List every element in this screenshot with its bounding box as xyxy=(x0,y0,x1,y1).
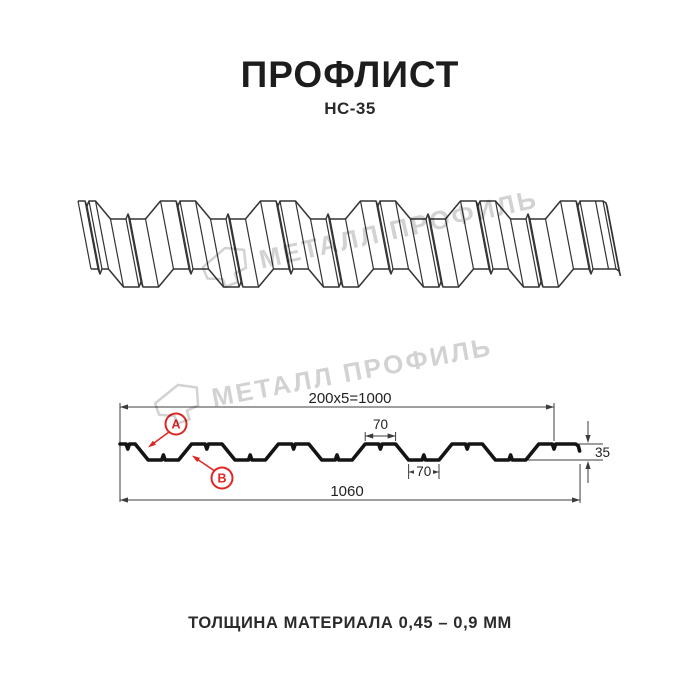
dimension-lines xyxy=(118,403,603,503)
dim-label-overall-width: 1060 xyxy=(330,483,363,500)
marker-a-arrowhead-icon xyxy=(148,440,156,448)
marker-b-arrowhead-icon xyxy=(192,455,200,463)
profile-cross-section-drawing: 200x5=1000 1060 70 70 35 A B xyxy=(118,390,610,503)
dim-label-working-width: 200x5=1000 xyxy=(309,390,392,407)
page-title: ПРОФЛИСТ xyxy=(240,54,460,95)
dim-label-crest-flange: 70 xyxy=(373,417,388,432)
material-thickness-note: ТОЛЩИНА МАТЕРИАЛА 0,45 – 0,9 ММ xyxy=(188,614,512,632)
marker-a-letter: A xyxy=(171,418,180,432)
profile-3d-geometry xyxy=(77,200,622,288)
marker-a: A xyxy=(148,412,188,448)
dim-label-height: 35 xyxy=(595,445,610,460)
dim-label-trough-flange: 70 xyxy=(416,464,431,479)
profile-3d-drawing xyxy=(77,200,622,288)
profile-model-subtitle: НС-35 xyxy=(324,99,376,118)
marker-b-circle xyxy=(210,466,234,490)
marker-b-letter: B xyxy=(217,472,226,486)
marker-b: B xyxy=(192,455,234,490)
